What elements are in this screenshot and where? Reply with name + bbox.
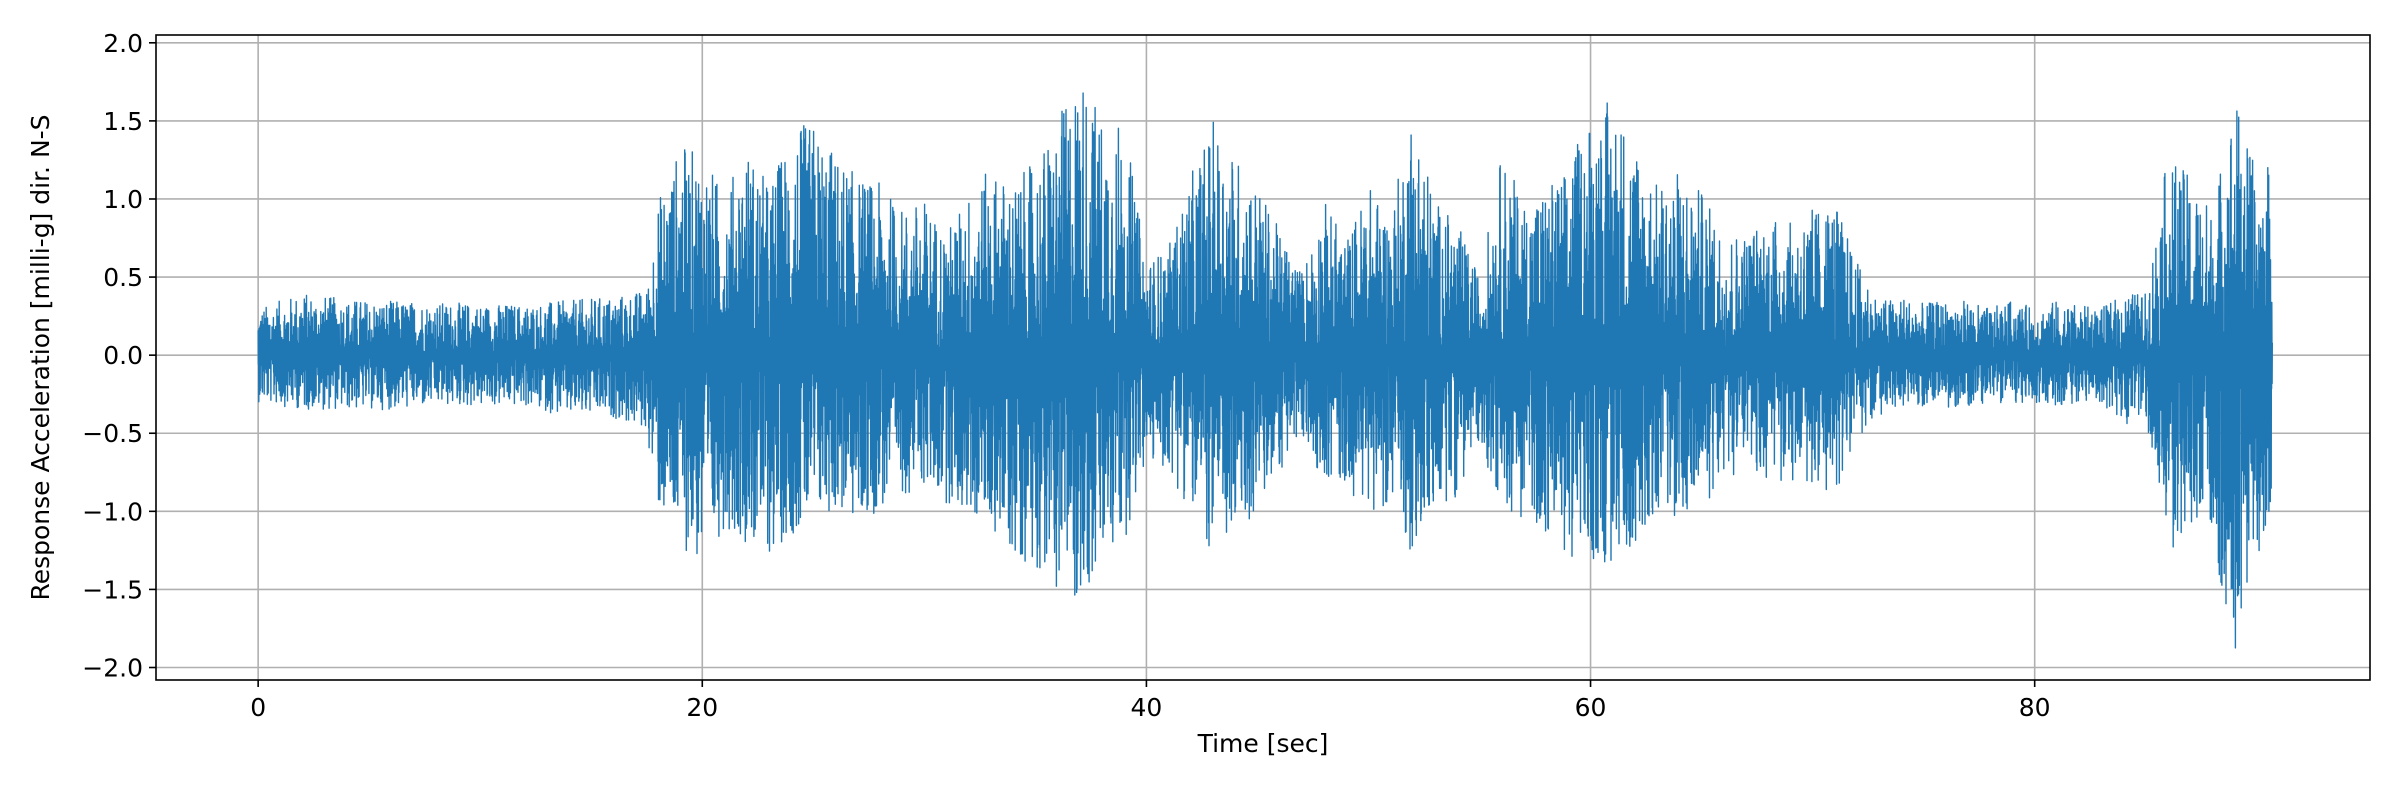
x-tick-label: 20	[686, 693, 718, 722]
plot-clip	[257, 92, 2273, 649]
x-tick-label: 60	[1575, 693, 1607, 722]
y-tick-label: −1.5	[82, 575, 143, 604]
y-tick-label: 0.5	[103, 263, 143, 292]
x-tick-label: 0	[250, 693, 266, 722]
x-axis-label: Time [sec]	[1197, 729, 1329, 758]
x-tick-label: 80	[2019, 693, 2051, 722]
y-tick-label: −0.5	[82, 419, 143, 448]
y-tick-label: −2.0	[82, 654, 143, 683]
signal-line	[257, 92, 2273, 649]
y-tick-label: 2.0	[103, 29, 143, 58]
x-tick-label: 40	[1131, 693, 1163, 722]
y-tick-label: 0.0	[103, 341, 143, 370]
y-tick-label: −1.0	[82, 497, 143, 526]
y-tick-label: 1.0	[103, 185, 143, 214]
y-axis-label: Response Acceleration [milli-g] dir. N-S	[26, 114, 55, 600]
y-tick-label: 1.5	[103, 107, 143, 136]
axis-ticks: 0 20 40 60 80 −2.0 −1.5 −1.0 −0.5 0.0 0.5 1.0 1.5 2.0	[82, 29, 2050, 722]
plot-frame	[155, 34, 2371, 681]
